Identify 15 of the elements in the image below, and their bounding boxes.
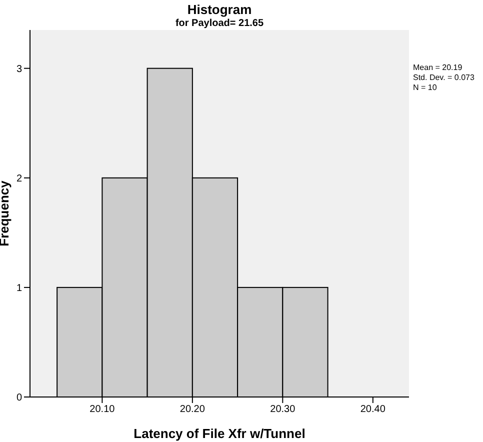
x-tick-label: 20.20 bbox=[180, 404, 206, 416]
text: Mean = 20.19 bbox=[413, 63, 464, 73]
x-axis-title: Latency of File Xfr w/Tunnel bbox=[134, 426, 306, 441]
text: Std. Dev. = 0.073 bbox=[413, 73, 474, 83]
chart-title: Histogram bbox=[186, 2, 253, 17]
x-tick-label: 20.40 bbox=[360, 404, 386, 416]
y-tick-label: 1 bbox=[16, 283, 22, 294]
y-tick-label: 0 bbox=[16, 392, 22, 404]
x-tick-label: 20.10 bbox=[90, 404, 116, 416]
y-axis-title: Frequency bbox=[0, 180, 12, 246]
y-tick-label: 3 bbox=[16, 64, 22, 75]
chart-subtitle: for Payload= 21.65 bbox=[174, 18, 265, 29]
x-tick-label: 20.30 bbox=[270, 404, 296, 416]
y-tick-label: 2 bbox=[16, 173, 22, 184]
text: N = 10 bbox=[413, 83, 438, 93]
